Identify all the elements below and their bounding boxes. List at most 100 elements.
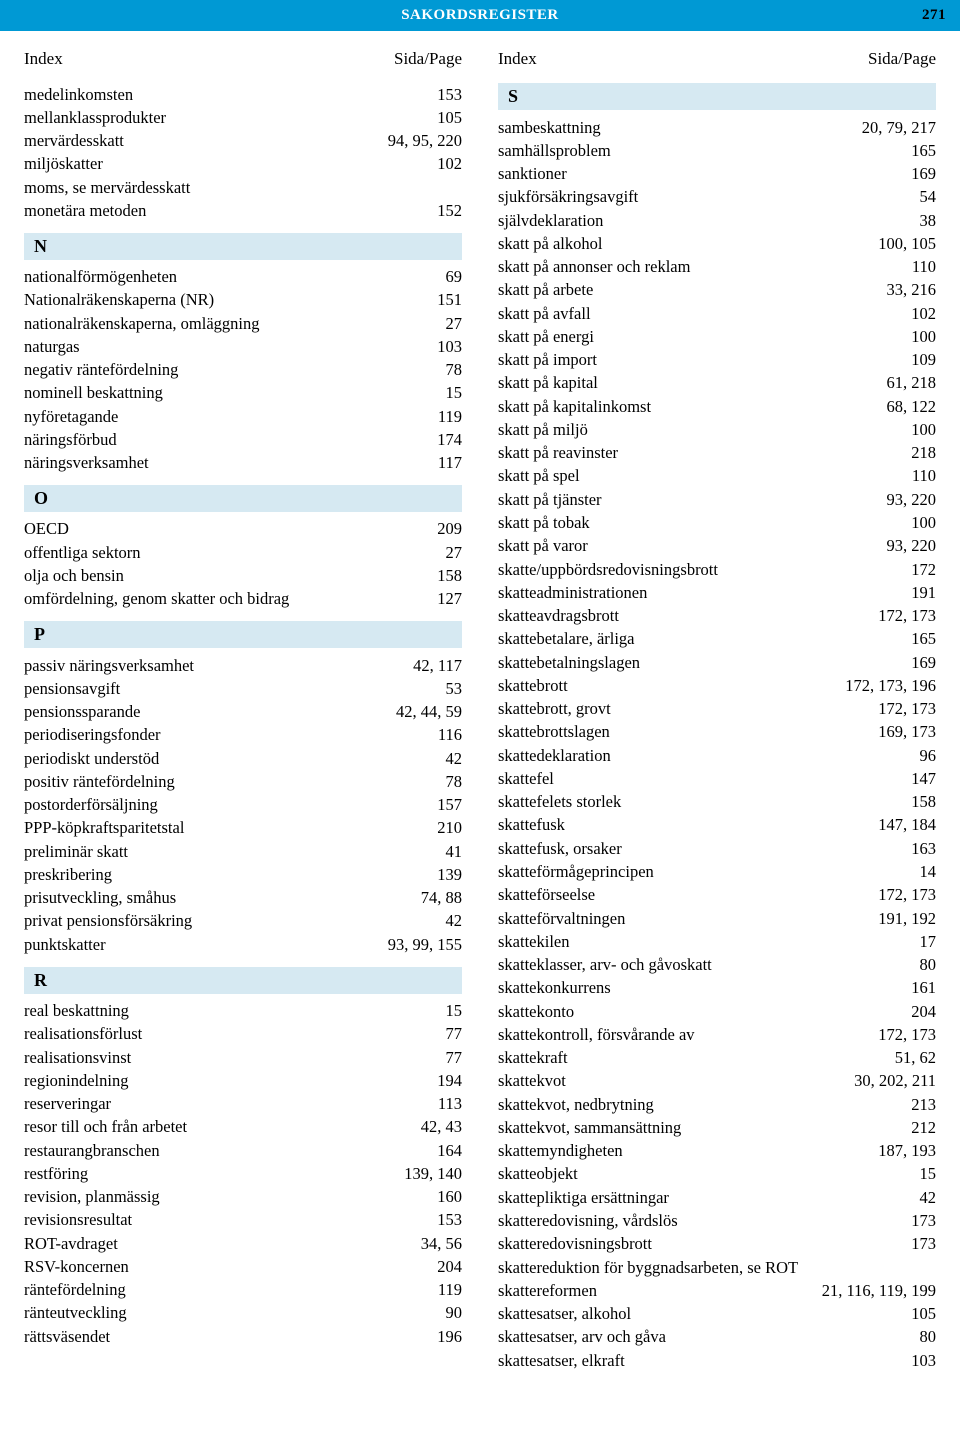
index-pages: 163	[911, 838, 936, 860]
index-entry: revisionsresultat153	[24, 1209, 462, 1232]
index-entry: skattekonto204	[498, 1000, 936, 1023]
index-term: PPP-köpkraftsparitetstal	[24, 817, 437, 839]
col-header-index: Index	[498, 49, 537, 69]
index-term: skatteförseelse	[498, 884, 878, 906]
index-entry: skattekonkurrens161	[498, 977, 936, 1000]
index-pages: 172, 173	[878, 605, 936, 627]
index-pages: 42	[446, 748, 463, 770]
index-pages: 164	[437, 1140, 462, 1162]
index-pages: 69	[446, 266, 463, 288]
index-entry: skattekvot30, 202, 211	[498, 1070, 936, 1093]
index-entry: skattekvot, nedbrytning213	[498, 1093, 936, 1116]
index-pages: 196	[437, 1326, 462, 1348]
index-term: skatt på alkohol	[498, 233, 878, 255]
index-entry: skatt på avfall102	[498, 302, 936, 325]
index-term: miljöskatter	[24, 153, 437, 175]
index-term: periodiseringsfonder	[24, 724, 438, 746]
index-term: skatteavdragsbrott	[498, 605, 878, 627]
index-term: näringsverksamhet	[24, 452, 438, 474]
index-entry: skattefel147	[498, 767, 936, 790]
column-left: Index Sida/Page medelinkomsten153mellank…	[24, 49, 462, 1372]
index-term: realisationsförlust	[24, 1023, 446, 1045]
index-term: skatt på arbete	[498, 279, 887, 301]
index-pages: 80	[920, 954, 937, 976]
index-entry: postorderförsäljning157	[24, 794, 462, 817]
index-term: skatt på miljö	[498, 419, 911, 441]
index-term: skattereformen	[498, 1280, 822, 1302]
index-entry: skattefelets storlek158	[498, 791, 936, 814]
index-entry: prisutveckling, småhus74, 88	[24, 887, 462, 910]
index-pages: 204	[437, 1256, 462, 1278]
index-entry: Nationalräkenskaperna (NR)151	[24, 289, 462, 312]
index-term: postorderförsäljning	[24, 794, 437, 816]
index-entry: offentliga sektorn27	[24, 541, 462, 564]
index-entry: skattekvot, sammansättning212	[498, 1116, 936, 1139]
index-term: skattebrott, grovt	[498, 698, 878, 720]
index-entry: positiv räntefördelning78	[24, 770, 462, 793]
index-pages: 187, 193	[878, 1140, 936, 1162]
index-pages: 110	[912, 256, 936, 278]
index-pages: 172, 173	[878, 698, 936, 720]
index-pages: 160	[437, 1186, 462, 1208]
index-entry: realisationsvinst77	[24, 1046, 462, 1069]
index-entry: skatteavdragsbrott172, 173	[498, 605, 936, 628]
index-pages: 15	[446, 1000, 463, 1022]
index-pages: 27	[446, 313, 463, 335]
index-entry: skattereformen21, 116, 119, 199	[498, 1279, 936, 1302]
index-term: OECD	[24, 518, 437, 540]
index-pages: 34, 56	[421, 1233, 462, 1255]
index-pages: 169	[911, 163, 936, 185]
index-entry: rättsväsendet196	[24, 1325, 462, 1348]
index-entry: skattesatser, elkraft103	[498, 1349, 936, 1372]
index-pages: 173	[911, 1210, 936, 1232]
index-pages: 213	[911, 1094, 936, 1116]
index-term: restaurangbranschen	[24, 1140, 437, 1162]
index-entry: preskribering139	[24, 863, 462, 886]
index-pages: 21, 116, 119, 199	[822, 1280, 936, 1302]
index-entry: skatt på tjänster93, 220	[498, 488, 936, 511]
index-pages: 42	[920, 1187, 937, 1209]
index-entry: skattemyndigheten187, 193	[498, 1140, 936, 1163]
col-header-page: Sida/Page	[868, 49, 936, 69]
index-entry: skatteredovisningsbrott173	[498, 1233, 936, 1256]
index-term: skatt på tobak	[498, 512, 911, 534]
index-pages: 218	[911, 442, 936, 464]
index-pages: 139	[437, 864, 462, 886]
index-entry: ROT-avdraget34, 56	[24, 1232, 462, 1255]
index-entry: revision, planmässig160	[24, 1186, 462, 1209]
index-entry: skatteobjekt15	[498, 1163, 936, 1186]
index-term: medelinkomsten	[24, 84, 437, 106]
index-term: skattekonkurrens	[498, 977, 911, 999]
index-term: skattekonto	[498, 1001, 911, 1023]
index-entry: nyföretagande119	[24, 405, 462, 428]
index-pages: 212	[911, 1117, 936, 1139]
index-pages: 100	[911, 326, 936, 348]
index-pages: 100, 105	[878, 233, 936, 255]
index-term: skattefelets storlek	[498, 791, 911, 813]
index-term: Nationalräkenskaperna (NR)	[24, 289, 437, 311]
index-term: revision, planmässig	[24, 1186, 437, 1208]
index-term: skatteklasser, arv- och gåvoskatt	[498, 954, 920, 976]
index-term: skatteförvaltningen	[498, 908, 878, 930]
index-entry: näringsverksamhet117	[24, 452, 462, 475]
index-entry: skattebetalare, ärliga165	[498, 628, 936, 651]
index-pages: 127	[437, 588, 462, 610]
index-term: reserveringar	[24, 1093, 438, 1115]
index-entry: självdeklaration38	[498, 209, 936, 232]
index-term: samhällsproblem	[498, 140, 911, 162]
index-entry: periodiskt understöd42	[24, 747, 462, 770]
index-term: restföring	[24, 1163, 404, 1185]
index-entry: regionindelning194	[24, 1069, 462, 1092]
index-entry: monetära metoden152	[24, 199, 462, 222]
col-header-page: Sida/Page	[394, 49, 462, 69]
index-pages: 78	[446, 359, 463, 381]
index-pages: 74, 88	[421, 887, 462, 909]
index-term: RSV-koncernen	[24, 1256, 437, 1278]
index-pages: 96	[920, 745, 937, 767]
index-entry: skatte/uppbördsredovisningsbrott172	[498, 558, 936, 581]
index-term: skatteredovisning, vårdslös	[498, 1210, 911, 1232]
index-entry: skattefusk147, 184	[498, 814, 936, 837]
index-entry: resor till och från arbetet42, 43	[24, 1116, 462, 1139]
header-bar: SAKORDSREGISTER 271	[0, 0, 960, 31]
index-pages: 38	[920, 210, 937, 232]
